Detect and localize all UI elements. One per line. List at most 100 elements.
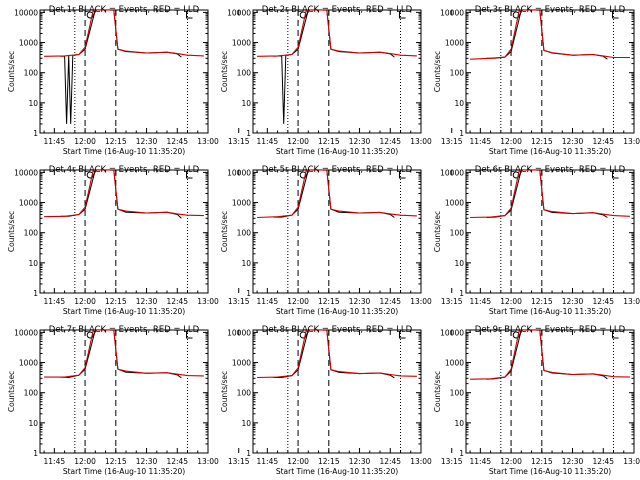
x-tick-label: 11:45	[257, 137, 279, 146]
plot-frame	[252, 169, 422, 294]
top-marker-bracket	[186, 171, 193, 179]
x-tick-label: 13:15	[441, 457, 463, 466]
plot-frame	[465, 169, 635, 294]
x-tick-label: 12:30	[136, 457, 158, 466]
y-tick-label: 1	[459, 129, 464, 138]
x-tick-label: 11:45	[257, 297, 279, 306]
chart-title: Det 1r BLACK = Events, RED = LLD	[49, 5, 200, 15]
y-tick-label: 10	[28, 419, 38, 428]
plot-area	[44, 330, 204, 379]
x-tick-label: 13:00	[197, 297, 219, 306]
series-line-events	[60, 10, 182, 124]
y-axis-label: Counts/sec	[220, 211, 229, 252]
y-tick-label: 1000	[232, 39, 251, 48]
x-tick-label: 13:00	[623, 457, 640, 466]
y-tick-label: 1000	[445, 359, 464, 368]
plot-area	[44, 170, 204, 219]
chart-panel-2: Det 2r BLACK = Events, RED = LLD 1 10 100 10…	[220, 5, 463, 156]
chart-title: Det 3r BLACK = Events, RED = LLD	[475, 5, 626, 15]
y-tick-label: 1	[33, 289, 38, 298]
x-tick-label: 12:45	[166, 137, 188, 146]
y-tick-label: 10000	[440, 328, 464, 337]
chart-panel-7: Det 7r BLACK = Events, RED = LLD 1 10 100 10…	[7, 325, 250, 476]
y-tick-label: 100	[24, 389, 39, 398]
top-marker-circle	[512, 11, 520, 19]
series-line-lld	[44, 330, 204, 378]
y-tick-label: 10	[241, 419, 251, 428]
x-axis-label: Start Time (16-Aug-10 11:35:20)	[63, 467, 185, 476]
x-tick-label: 13:00	[410, 457, 432, 466]
chart-title: Det 5r BLACK = Events, RED = LLD	[262, 165, 413, 175]
plot-area	[257, 170, 417, 219]
x-tick-label: 13:15	[441, 297, 463, 306]
series-line-events	[273, 10, 395, 124]
y-axis-label: Counts/sec	[220, 51, 229, 92]
chart-title: Det 8r BLACK = Events, RED = LLD	[262, 325, 413, 335]
chart-panel-5: Det 5r BLACK = Events, RED = LLD 1 10 100 10…	[220, 165, 463, 316]
top-marker-bracket	[399, 331, 406, 339]
y-tick-label: 100	[24, 69, 39, 78]
y-tick-label: 1000	[232, 359, 251, 368]
plot-frame	[39, 169, 209, 294]
chart-panel-4: Det 4r BLACK = Events, RED = LLD 1 10 100 10…	[7, 165, 250, 316]
y-axis-label: Counts/sec	[7, 211, 16, 252]
y-axis-label: Counts/sec	[433, 211, 442, 252]
y-tick-label: 10	[28, 99, 38, 108]
y-tick-label: 100	[450, 389, 465, 398]
x-axis-label: Start Time (16-Aug-10 11:35:20)	[276, 307, 398, 316]
y-tick-label: 1000	[19, 359, 38, 368]
x-tick-label: 11:45	[470, 137, 492, 146]
y-tick-label: 10000	[14, 8, 38, 17]
series-line-lld	[44, 170, 204, 218]
top-marker-bracket	[186, 331, 193, 339]
x-axis-label: Start Time (16-Aug-10 11:35:20)	[63, 307, 185, 316]
series-line-lld	[257, 330, 417, 379]
y-tick-label: 1	[459, 289, 464, 298]
chart-title: Det 6r BLACK = Events, RED = LLD	[475, 165, 626, 175]
chart-title: Det 9r BLACK = Events, RED = LLD	[475, 325, 626, 335]
x-tick-label: 12:00	[74, 297, 96, 306]
y-tick-label: 100	[237, 69, 252, 78]
plot-frame	[252, 9, 422, 134]
x-tick-label: 12:00	[500, 297, 522, 306]
y-tick-label: 10	[454, 99, 464, 108]
series-line-events	[60, 170, 182, 219]
chart-panel-1: Det 1r BLACK = Events, RED = LLD 1 10 100 10…	[7, 5, 250, 156]
x-tick-label: 11:45	[44, 457, 66, 466]
y-tick-label: 10000	[227, 328, 251, 337]
x-tick-label: 11:45	[470, 297, 492, 306]
y-tick-label: 1	[246, 449, 251, 458]
x-tick-label: 12:45	[592, 457, 614, 466]
top-marker-bracket	[399, 11, 406, 19]
x-tick-label: 12:00	[74, 137, 96, 146]
x-tick-label: 12:30	[136, 137, 158, 146]
y-axis-label: Counts/sec	[433, 51, 442, 92]
plot-frame	[39, 9, 209, 134]
y-tick-label: 10	[241, 99, 251, 108]
x-tick-label: 12:30	[136, 297, 158, 306]
x-tick-label: 12:30	[349, 297, 371, 306]
y-tick-label: 1000	[19, 199, 38, 208]
y-tick-label: 10000	[14, 328, 38, 337]
x-tick-label: 12:00	[287, 137, 309, 146]
x-axis-label: Start Time (16-Aug-10 11:35:20)	[489, 147, 611, 156]
y-tick-label: 10000	[227, 8, 251, 17]
x-tick-label: 12:30	[562, 457, 584, 466]
plot-area	[470, 170, 630, 219]
x-axis-label: Start Time (16-Aug-10 11:35:20)	[489, 307, 611, 316]
y-axis-label: Counts/sec	[433, 371, 442, 412]
top-marker-circle	[299, 11, 307, 19]
top-marker-bracket	[186, 11, 193, 19]
plot-area	[257, 330, 417, 379]
x-tick-label: 12:45	[592, 137, 614, 146]
y-axis-label: Counts/sec	[7, 371, 16, 412]
series-line-lld	[44, 10, 204, 57]
x-tick-label: 12:45	[592, 297, 614, 306]
y-tick-label: 10	[241, 259, 251, 268]
plot-area	[257, 10, 417, 124]
x-tick-label: 12:45	[379, 457, 401, 466]
x-tick-label: 12:30	[562, 137, 584, 146]
x-tick-label: 12:30	[349, 457, 371, 466]
x-tick-label: 12:45	[379, 137, 401, 146]
